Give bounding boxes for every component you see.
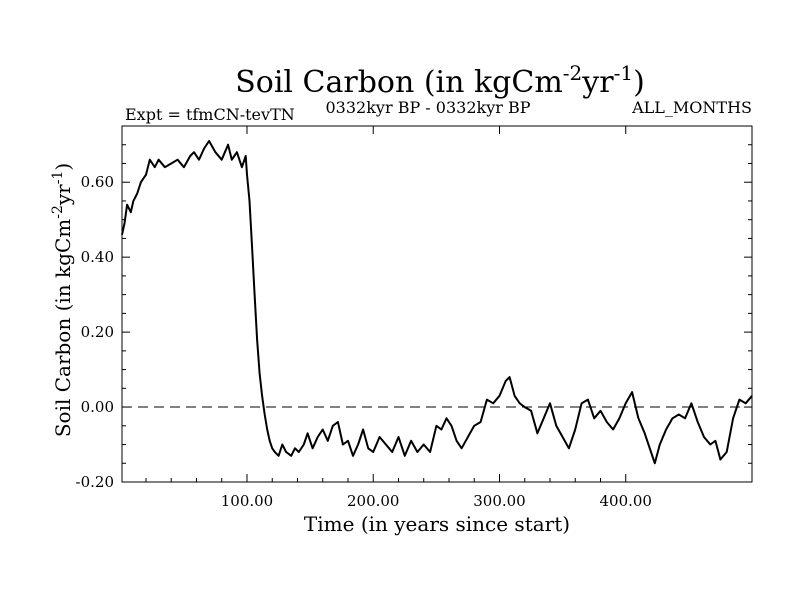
subtitle-center: 0332kyr BP - 0332kyr BP [326, 98, 531, 117]
x-tick-label: 100.00 [221, 492, 274, 510]
x-tick-label: 300.00 [473, 492, 526, 510]
x-axis-ticks: 100.00 200.00 300.00 400.00 [145, 126, 652, 510]
y-tick-label: 0.40 [81, 248, 114, 266]
x-tick-label: 400.00 [599, 492, 652, 510]
chart-title-end: ) [633, 65, 645, 100]
plot-frame [121, 125, 753, 483]
soil-carbon-series-line [121, 140, 753, 465]
y-axis-ticks: -0.20 0.00 0.20 0.40 0.60 [76, 144, 752, 491]
y-axis-label-sup2: -1 [50, 171, 66, 185]
y-tick-label: 0.00 [81, 398, 114, 416]
chart-title-main: Soil Carbon (in kgCm [235, 65, 563, 100]
x-axis-label: Time (in years since start) [304, 512, 570, 536]
y-tick-label: 0.60 [81, 173, 114, 191]
chart-title: Soil Carbon (in kgCm-2yr-1) [235, 61, 645, 100]
y-axis-label: Soil Carbon (in kgCm-2yr-1) [50, 163, 75, 437]
y-axis-label-mid: yr [51, 184, 75, 206]
y-tick-label: -0.20 [76, 473, 114, 491]
subtitle-right: ALL_MONTHS [631, 98, 752, 117]
y-axis-label-main: Soil Carbon (in kgCm [51, 219, 75, 437]
chart-title-sup1: -2 [563, 61, 582, 85]
x-tick-label: 200.00 [347, 492, 400, 510]
chart-title-sup2: -1 [614, 61, 633, 85]
y-axis-label-sup1: -2 [50, 205, 66, 219]
subtitle-left: Expt = tfmCN-tevTN [125, 105, 295, 124]
chart-title-mid: yr [581, 65, 614, 100]
y-axis-label-end: ) [51, 163, 75, 171]
y-tick-label: 0.20 [81, 323, 114, 341]
